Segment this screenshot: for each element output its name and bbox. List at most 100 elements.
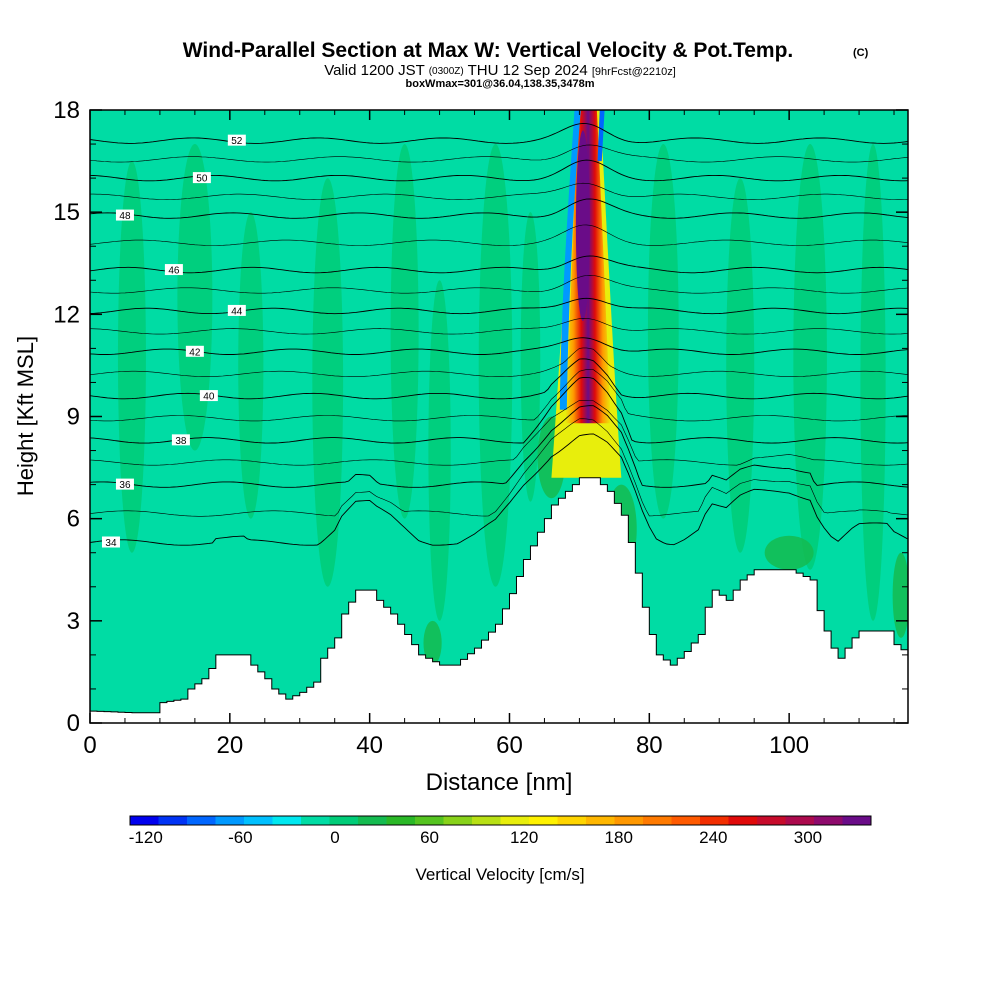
colorbar-swatch: [244, 816, 273, 825]
colorbar-swatch: [842, 816, 872, 825]
theta-contour-minor: [90, 369, 908, 422]
theta-contour-label: 50: [192, 172, 211, 185]
velocity-streak: [117, 161, 146, 553]
theta-contour: [90, 376, 908, 444]
colorbar-swatch: [472, 816, 501, 825]
x-tick-label: 100: [769, 732, 809, 759]
svg-text:38: 38: [175, 436, 187, 447]
velocity-streak: [423, 620, 442, 666]
theta-contour-minor: [90, 224, 908, 246]
x-tick-label: 40: [356, 732, 383, 759]
downdraft-flank-east: [597, 110, 605, 162]
colorbar-label: Vertical Velocity [cm/s]: [415, 865, 584, 884]
svg-text:50: 50: [196, 174, 208, 185]
colorbar-swatch: [757, 816, 786, 825]
colorbar-swatch: [415, 816, 444, 825]
copyright-mark: (C): [853, 47, 869, 59]
colorbar-swatch: [301, 816, 330, 825]
svg-text:52: 52: [231, 136, 243, 147]
theta-contour: [90, 358, 908, 400]
colorbar-tick-label: 300: [794, 828, 822, 847]
colorbar-tick-label: -60: [228, 828, 253, 847]
theta-contour: [90, 405, 908, 488]
colorbar-swatch: [500, 816, 530, 825]
colorbar-swatch: [814, 816, 843, 825]
svg-text:42: 42: [189, 347, 201, 358]
x-tick-label: 80: [636, 732, 663, 759]
colorbar-tick-label: 0: [330, 828, 339, 847]
colorbar-frame: [129, 815, 872, 826]
svg-text:36: 36: [119, 480, 131, 491]
y-tick-label: 3: [67, 608, 80, 635]
theta-contour-minor: [90, 400, 908, 466]
velocity-streak: [892, 552, 908, 638]
velocity-streak: [520, 212, 541, 502]
theta-contour: [90, 433, 908, 546]
y-tick-label: 12: [53, 301, 80, 328]
valid-time-line: Valid 1200 JST (0300Z) THU 12 Sep 2024 […: [324, 61, 676, 79]
svg-text:40: 40: [203, 392, 215, 403]
theta-contours: [90, 122, 908, 546]
colorbar-tick-label: -120: [129, 828, 163, 847]
theta-contour-label: 42: [185, 345, 204, 358]
theta-contour: [90, 122, 908, 144]
y-tick-label: 6: [67, 506, 80, 533]
velocity-streak: [793, 144, 827, 570]
theta-contour-label: 52: [227, 134, 246, 147]
colorbar-swatch: [358, 816, 387, 825]
y-axis-label: Height [Kft MSL]: [13, 336, 38, 496]
colorbar: -120 -60 0 60 120 180 240 300: [129, 815, 872, 847]
colorbar-swatch: [329, 816, 359, 825]
svg-text:34: 34: [105, 538, 117, 549]
y-tick-label: 0: [67, 710, 80, 737]
y-tick-label: 18: [53, 97, 80, 124]
theta-contour-label: 40: [199, 390, 218, 403]
velocity-streaks: [117, 144, 908, 666]
downdraft-flank: [559, 110, 581, 410]
valid-date: THU 12 Sep 2024: [468, 62, 588, 79]
theta-contour-label: 44: [227, 304, 246, 317]
colorbar-swatch: [272, 816, 302, 825]
colorbar-swatch: [614, 816, 644, 825]
velocity-streak: [390, 144, 419, 519]
x-axis-label: Distance [nm]: [426, 769, 573, 796]
velocity-streak: [428, 280, 451, 621]
colorbar-swatch: [443, 816, 473, 825]
theta-contour-label: 34: [101, 536, 120, 549]
theta-contour: [90, 159, 908, 182]
forecast-info: [9hrFcst@2210z]: [592, 66, 676, 78]
velocity-streak: [478, 144, 513, 587]
svg-text:44: 44: [231, 306, 243, 317]
colorbar-swatch: [130, 816, 159, 825]
theta-contour: [90, 198, 908, 219]
colorbar-swatch: [187, 816, 216, 825]
velocity-streak: [647, 144, 679, 519]
theta-contour-label: 46: [164, 264, 183, 277]
colorbar-swatch: [700, 816, 729, 825]
theta-contour-minor: [90, 317, 908, 335]
colorbar-tick-label: 240: [699, 828, 727, 847]
theta-contour-minor: [90, 144, 908, 163]
theta-contour: [90, 255, 908, 274]
y-tick-label: 15: [53, 199, 80, 226]
theta-contour-minor: [90, 274, 908, 294]
velocity-streak: [177, 144, 213, 451]
theta-contour-label: 36: [115, 478, 134, 491]
colorbar-swatch: [386, 816, 416, 825]
svg-text:46: 46: [168, 266, 180, 277]
theta-contour: [90, 297, 908, 315]
box-info: boxWmax=301@36.04,138.35,3478m: [406, 78, 595, 90]
x-tick-label: 60: [496, 732, 523, 759]
updraft-core: [551, 110, 622, 478]
theta-contour-minor: [90, 347, 908, 378]
theta-contour-minor: [90, 182, 908, 200]
colorbar-swatch: [158, 816, 188, 825]
theta-contour-label: 48: [115, 209, 134, 222]
colorbar-tick-label: 180: [605, 828, 633, 847]
svg-text:48: 48: [119, 211, 131, 222]
valid-prefix: Valid 1200 JST: [324, 62, 424, 79]
velocity-streak: [726, 178, 755, 553]
colorbar-tick-label: 120: [510, 828, 538, 847]
